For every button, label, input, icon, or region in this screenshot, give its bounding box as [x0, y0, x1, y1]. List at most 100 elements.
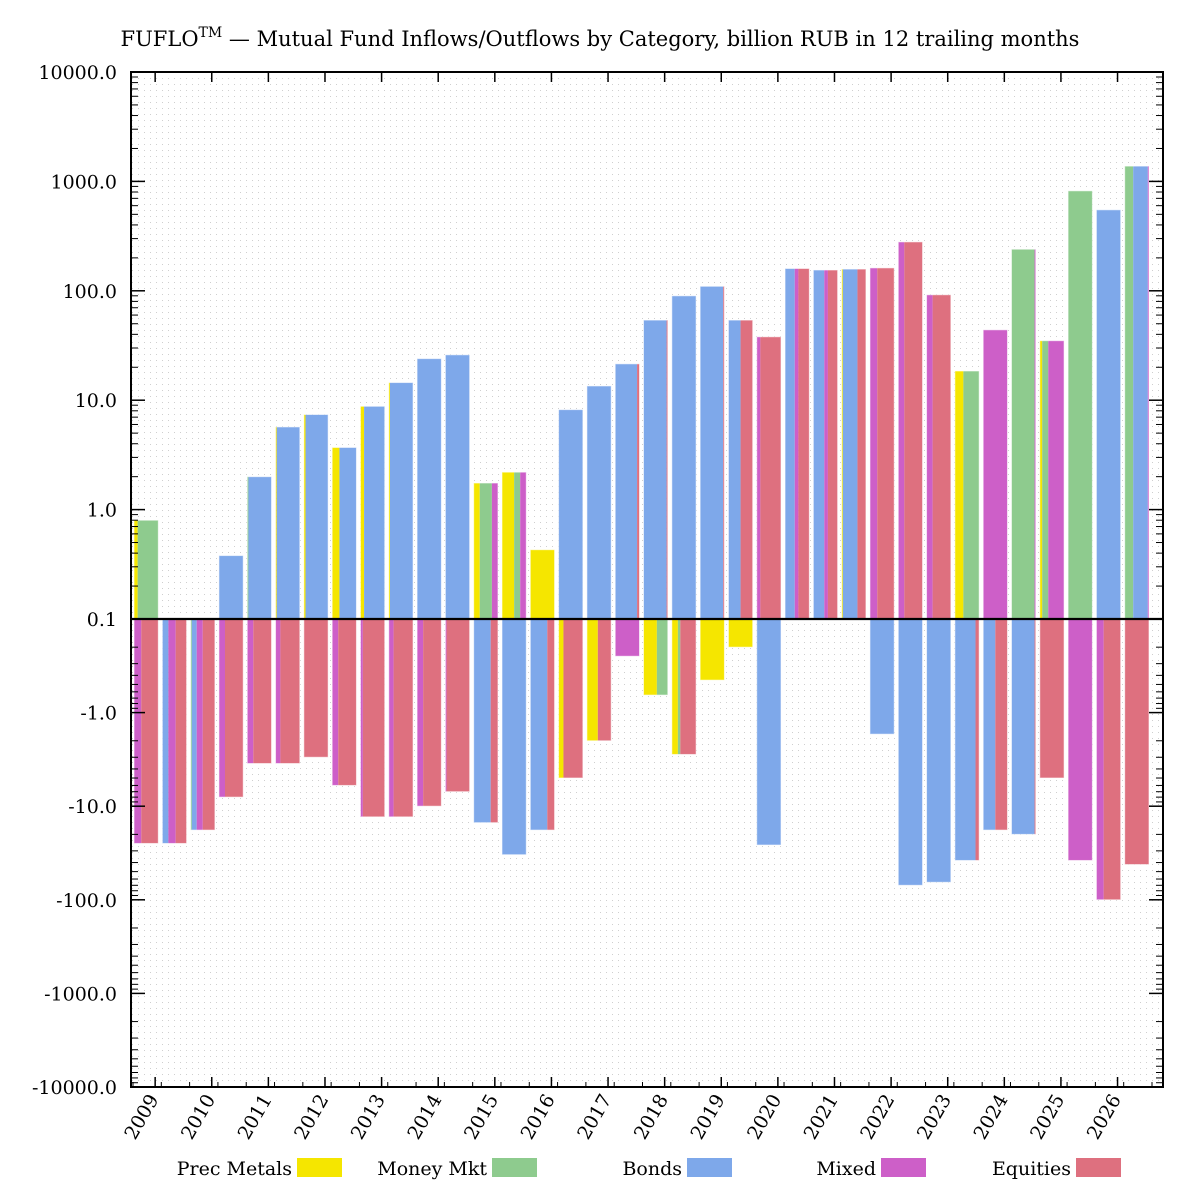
bar-mixed: [417, 619, 424, 807]
bar-bonds: [364, 406, 385, 619]
bar-prec-metals: [586, 619, 598, 741]
bar-bonds: [785, 268, 795, 619]
bar-money-mkt: [479, 483, 492, 619]
bar-mixed: [1147, 166, 1149, 619]
bar-bonds: [191, 619, 197, 831]
bar-prec-metals: [728, 619, 753, 648]
bar-equities: [563, 619, 583, 779]
bar-bonds: [162, 619, 169, 844]
legend-swatch-mixed: [881, 1158, 926, 1177]
legend-label: Bonds: [622, 1158, 682, 1180]
bar-bonds: [842, 269, 858, 619]
y-tick-label: 10.0: [75, 390, 117, 412]
legend-swatch-bonds: [687, 1158, 732, 1177]
legend-swatch-prec-metals: [297, 1158, 342, 1177]
bar-bonds: [339, 447, 357, 619]
bar-bonds: [530, 619, 548, 831]
y-tick-label: -1000.0: [44, 983, 117, 1005]
bar-equities: [904, 241, 923, 619]
x-tick-label: 2013: [347, 1091, 390, 1144]
bar-mixed: [1096, 619, 1104, 900]
bar-bonds: [586, 385, 612, 619]
bar-equities: [723, 286, 725, 619]
bars: [133, 165, 1150, 901]
bar-mixed: [196, 619, 203, 831]
x-tick-label: 2019: [686, 1091, 729, 1144]
axes: [130, 71, 1164, 1088]
bar-bonds: [643, 320, 667, 619]
bar-equities: [423, 619, 442, 807]
bar-equities: [932, 294, 951, 619]
bar-equities: [362, 619, 385, 817]
bar-bonds: [813, 269, 825, 619]
bar-mixed: [445, 619, 447, 792]
bar-equities: [1103, 619, 1121, 900]
bar-bonds: [417, 358, 442, 619]
bar-equities: [1034, 619, 1036, 835]
bar-prec-metals: [134, 520, 138, 619]
legend-label: Mixed: [816, 1158, 876, 1180]
bar-bonds: [1096, 209, 1121, 620]
bar-mixed: [1048, 340, 1065, 619]
bar-bonds: [671, 295, 697, 619]
x-tick-label: 2024: [969, 1091, 1012, 1144]
bar-prec-metals: [501, 472, 515, 619]
legend-label: Money Mkt: [377, 1158, 487, 1180]
bar-bonds: [954, 619, 976, 861]
y-tick-label: 0.1: [87, 609, 117, 631]
bar-equities: [827, 269, 838, 619]
bar-money-mkt: [1042, 340, 1049, 619]
bar-equities: [253, 619, 272, 764]
bar-bonds: [926, 619, 951, 883]
bar-bonds: [756, 619, 782, 846]
bar-money-mkt: [1068, 190, 1093, 619]
plot-frame: [130, 71, 1164, 1088]
bar-equities: [393, 619, 414, 817]
y-tick-label: -100.0: [56, 890, 117, 912]
x-tick-labels: 2009 2010 2011 2012 2013 2014 2015 2016 2017 2018…: [120, 1091, 1126, 1144]
bar-money-mkt: [1011, 249, 1035, 619]
bar-money-mkt: [137, 520, 159, 619]
bar-bonds: [1133, 166, 1148, 619]
bar-money-mkt: [656, 619, 668, 696]
bar-mixed: [869, 267, 878, 619]
bar-money-mkt: [1124, 166, 1134, 619]
bar-mixed: [983, 329, 1008, 619]
bar-bonds: [728, 320, 741, 619]
bar-equities: [597, 619, 612, 741]
bar-prec-metals: [388, 382, 390, 619]
x-tick-label: 2017: [573, 1091, 616, 1144]
bar-equities: [202, 619, 215, 831]
x-tick-label: 2011: [233, 1091, 276, 1144]
bar-mixed: [926, 294, 933, 619]
bar-prec-metals: [275, 426, 277, 619]
chart-title: FUFLOTM — Mutual Fund Inflows/Outflows b…: [121, 25, 1080, 51]
bar-equities: [141, 619, 159, 844]
bar-mixed: [275, 619, 281, 764]
bar-mixed: [1068, 619, 1093, 861]
bar-money-mkt: [514, 472, 521, 619]
bar-equities: [740, 320, 753, 619]
bar-mixed: [247, 619, 254, 764]
x-tick-label: 2014: [403, 1091, 446, 1144]
legend: Prec Metals Money Mkt Bonds Mixed Equities: [177, 1158, 1121, 1180]
bar-mixed: [491, 483, 498, 619]
bar-mixed: [520, 472, 527, 619]
bar-mixed: [388, 619, 394, 817]
bar-equities: [995, 619, 1008, 831]
bar-mixed: [332, 619, 339, 786]
bar-mixed: [218, 619, 225, 798]
bar-mixed: [794, 268, 799, 619]
x-tick-label: 2020: [743, 1091, 786, 1144]
bar-equities: [490, 619, 498, 823]
legend-label: Equities: [992, 1158, 1071, 1180]
bar-equities: [666, 320, 668, 619]
bar-prec-metals: [530, 549, 555, 619]
legend-swatch-money-mkt: [492, 1158, 537, 1177]
x-tick-label: 2023: [913, 1091, 956, 1144]
bar-money-mkt: [677, 619, 681, 755]
bar-bonds: [389, 382, 414, 619]
bar-prec-metals: [643, 619, 657, 696]
bar-money-mkt: [963, 370, 980, 619]
bar-bonds: [558, 409, 583, 619]
